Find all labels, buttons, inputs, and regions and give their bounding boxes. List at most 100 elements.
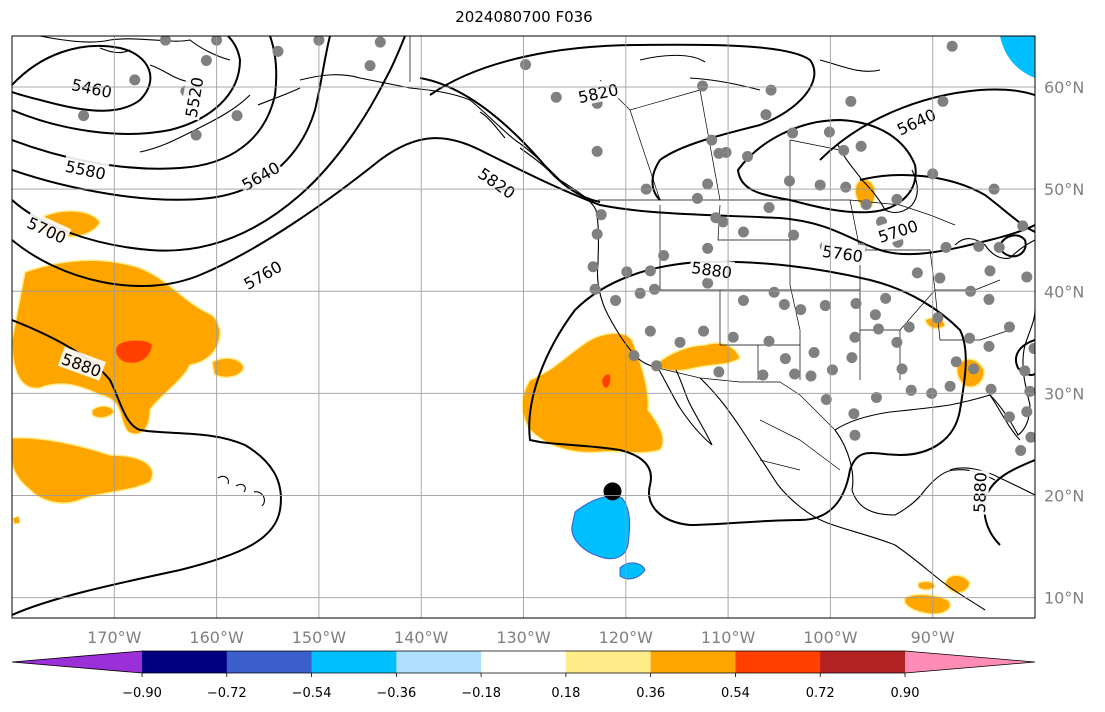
station-dot bbox=[855, 140, 867, 152]
contour-label-bg bbox=[819, 239, 866, 266]
station-dot bbox=[850, 298, 862, 310]
contour-5760 bbox=[12, 137, 1035, 287]
colorbar-tick-label: 0.54 bbox=[721, 686, 750, 701]
station-dot bbox=[691, 192, 703, 204]
station-dot bbox=[200, 55, 212, 67]
coastline-baja bbox=[657, 367, 713, 446]
contour-5880-east-coast bbox=[1015, 339, 1035, 376]
station-dot bbox=[550, 91, 562, 103]
station-dot bbox=[944, 380, 956, 392]
contour-5700 bbox=[12, 36, 406, 252]
station-dot bbox=[702, 242, 714, 254]
gridlines bbox=[12, 36, 1035, 618]
station-dot bbox=[932, 312, 944, 324]
station-dot bbox=[706, 134, 718, 146]
station-dot bbox=[880, 292, 892, 304]
station-dot bbox=[1024, 385, 1035, 397]
colorbar-segment bbox=[650, 651, 736, 673]
contour-label: 5520 bbox=[179, 73, 207, 121]
border-us-mexico bbox=[657, 367, 836, 431]
blue-area-greenland bbox=[1000, 36, 1035, 78]
station-dot bbox=[1003, 321, 1015, 333]
station-dot bbox=[823, 126, 835, 138]
colorbar-tick-label: −0.90 bbox=[122, 686, 162, 701]
station-dot bbox=[984, 265, 996, 277]
station-dot bbox=[1019, 365, 1031, 377]
station-dot bbox=[950, 356, 962, 368]
station-dot bbox=[819, 300, 831, 312]
station-dot bbox=[591, 228, 603, 240]
station-dot bbox=[231, 110, 243, 122]
station-dot bbox=[814, 179, 826, 191]
station-dot bbox=[870, 391, 882, 403]
contour-label-bg bbox=[23, 210, 72, 248]
colorbar-segment bbox=[481, 651, 567, 673]
border-states-1 bbox=[659, 200, 791, 345]
lat-tick-label: 60°N bbox=[1044, 78, 1084, 97]
station-dot bbox=[628, 350, 640, 362]
station-dot bbox=[520, 59, 532, 71]
station-dot bbox=[783, 175, 795, 187]
border-mexico-states bbox=[759, 419, 841, 471]
lon-tick-label: 150°W bbox=[292, 628, 347, 647]
station-dot bbox=[710, 212, 722, 224]
station-dot bbox=[872, 323, 884, 335]
station-dot bbox=[896, 363, 908, 375]
contour-label-bg bbox=[688, 255, 736, 282]
colorbar-tick-label: 0.36 bbox=[636, 686, 665, 701]
contour-label-bg bbox=[179, 73, 207, 121]
station-dot bbox=[737, 226, 749, 238]
colorbar-tick-label: 0.72 bbox=[806, 686, 835, 701]
station-dot bbox=[644, 265, 656, 277]
station-dot bbox=[940, 241, 952, 253]
station-dot bbox=[973, 240, 985, 252]
station-dot bbox=[757, 369, 769, 381]
plot-title: 2024080700 F036 bbox=[455, 8, 593, 26]
lat-tick-label: 30°N bbox=[1044, 384, 1084, 403]
coastline-gulf bbox=[834, 429, 996, 516]
contour-5700-east bbox=[859, 174, 1035, 233]
station-dot bbox=[595, 209, 607, 221]
station-dot bbox=[634, 287, 646, 299]
station-dot bbox=[737, 294, 749, 306]
colorbar-segment bbox=[735, 651, 821, 673]
orange-area-southwest-us bbox=[653, 342, 741, 372]
contour-label-bg bbox=[967, 470, 990, 515]
contour-5820 bbox=[419, 43, 816, 203]
station-dot bbox=[610, 294, 622, 306]
station-dot bbox=[934, 272, 946, 284]
station-dot bbox=[840, 181, 852, 193]
colorbar-segment bbox=[311, 651, 397, 673]
contour-label: 5880 bbox=[967, 470, 990, 515]
station-dot bbox=[860, 198, 872, 210]
station-dot bbox=[648, 283, 660, 295]
low-center-marker bbox=[603, 482, 622, 501]
station-dot bbox=[763, 202, 775, 214]
station-dot bbox=[589, 283, 601, 295]
station-dot bbox=[1021, 406, 1033, 418]
longitude-tick-labels: 170°W 160°W 150°W 140°W 130°W 120°W 110°W 100°W… bbox=[87, 628, 955, 647]
latitude-tick-labels: 60°N 50°N 40°N 30°N 20°N 10°N bbox=[1044, 78, 1084, 608]
station-dot bbox=[985, 383, 997, 395]
contour-label-bg bbox=[62, 154, 110, 184]
station-dot bbox=[849, 331, 861, 343]
station-dot bbox=[983, 293, 995, 305]
station-dot bbox=[826, 364, 838, 376]
station-dot bbox=[787, 127, 799, 139]
contour-label-text: 5880 bbox=[970, 472, 990, 513]
contour-label: 5880 bbox=[688, 255, 736, 283]
contour-label-bg bbox=[236, 155, 285, 195]
station-dot bbox=[778, 299, 790, 311]
station-dot bbox=[697, 80, 709, 92]
station-dot bbox=[1021, 271, 1033, 283]
lon-tick-label: 130°W bbox=[496, 628, 551, 647]
station-dot bbox=[587, 261, 599, 273]
contour-label-bg bbox=[891, 102, 941, 140]
station-dot bbox=[374, 36, 386, 48]
orange-area-pacific-small-2 bbox=[91, 405, 115, 419]
contour-5640-east bbox=[819, 88, 1035, 161]
orange-area-west-pacific-north bbox=[12, 259, 221, 435]
lat-tick-label: 40°N bbox=[1044, 282, 1084, 301]
